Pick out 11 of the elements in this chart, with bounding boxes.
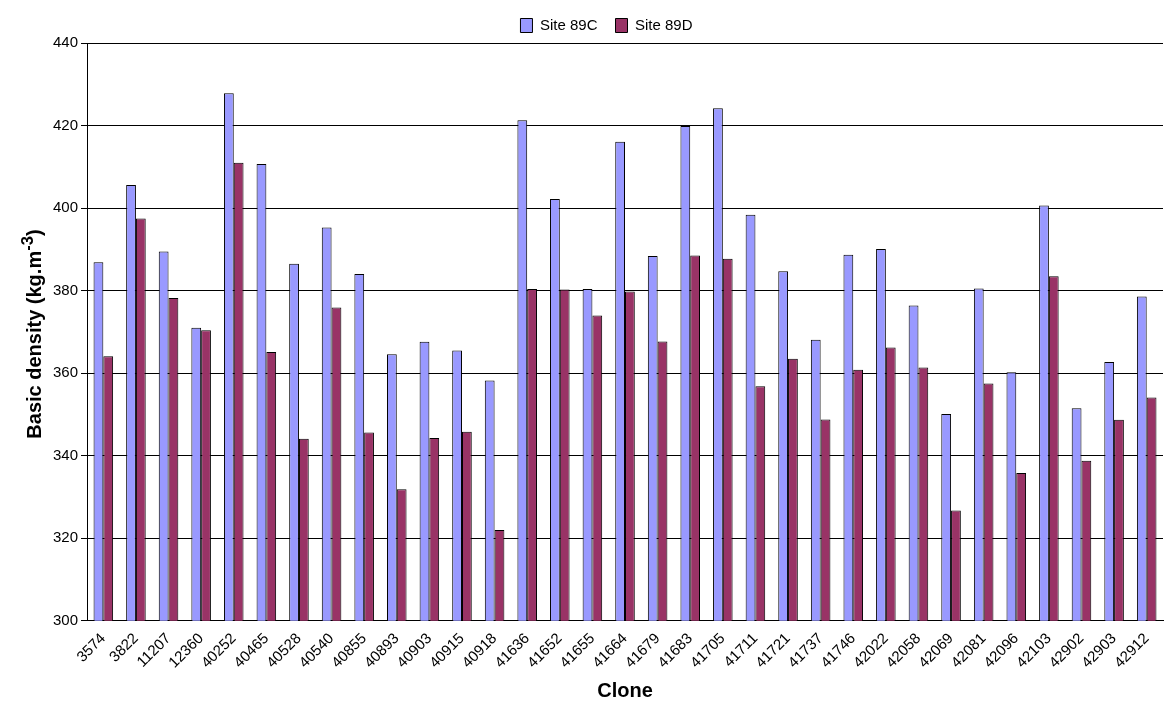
legend-label: Site 89D: [635, 15, 693, 33]
y-tick-label: 300: [53, 610, 79, 628]
y-tick-label: 380: [53, 280, 79, 298]
y-tick-label: 400: [53, 198, 79, 216]
y-tick-label: 320: [53, 528, 79, 546]
y-tick-label: 420: [53, 115, 79, 133]
y-tick-label: 340: [53, 445, 79, 463]
y-tick-label: 360: [53, 363, 79, 381]
x-axis-title: Clone: [597, 678, 653, 701]
y-tick-label: 440: [53, 33, 79, 51]
legend-label: Site 89C: [539, 15, 598, 33]
